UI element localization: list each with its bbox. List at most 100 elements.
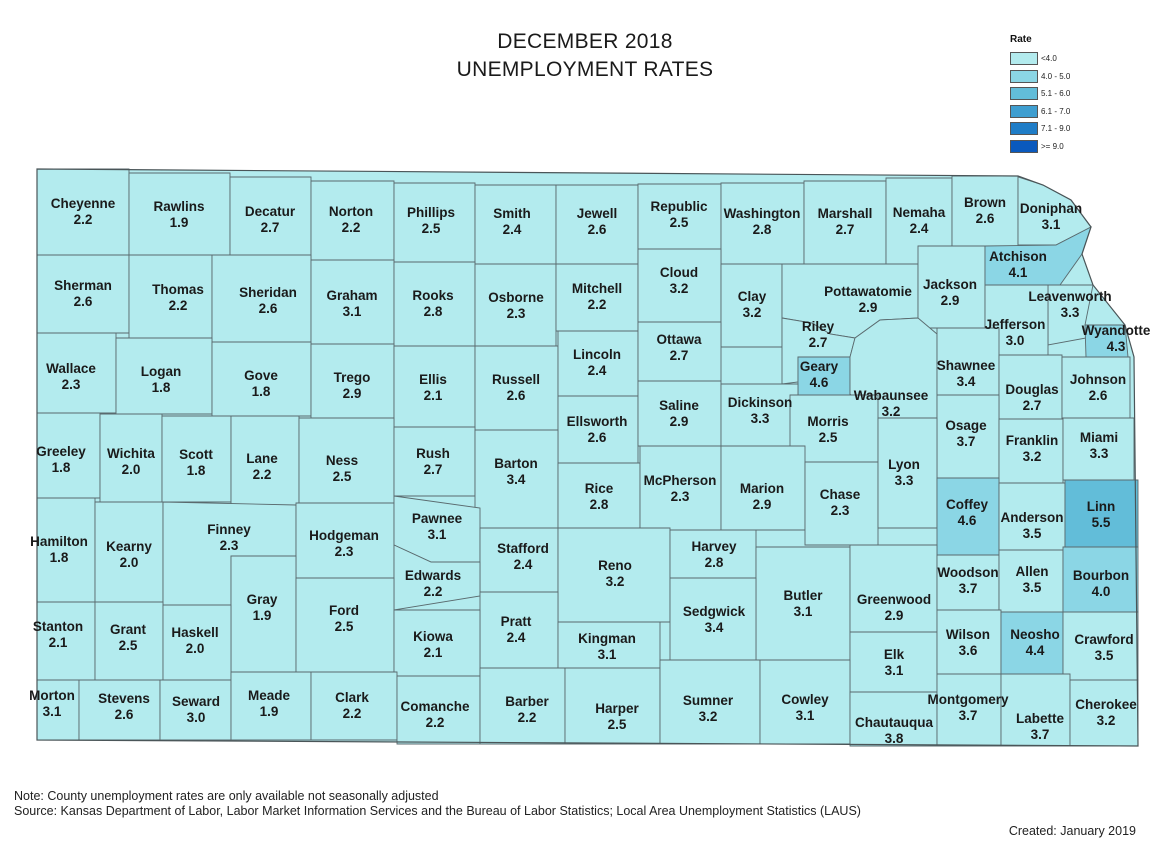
county-rate-label: 3.0 [1006,333,1025,348]
county-name-label: Franklin [1006,433,1059,448]
legend-swatch [1010,69,1038,83]
county-name-label: Scott [179,447,213,462]
county-rate-label: 3.7 [957,434,976,449]
state-border [36,168,1139,747]
legend-label: 5.1 - 6.0 [1041,89,1071,99]
legend-item: >= 9.0 [1010,138,1160,156]
county-name-label: Republic [650,199,707,214]
county-rate-label: 3.2 [743,305,762,320]
county-rate-label: 3.3 [751,411,770,426]
county-name-label: Meade [248,688,291,703]
county-name-label: Marshall [818,206,873,221]
county-name-label: Barton [494,456,538,471]
county-rate-label: 2.2 [343,706,362,721]
county-rate-label: 2.2 [588,297,607,312]
legend-items: <4.0 4.0 - 5.0 5.1 - 6.0 6.1 - 7.0 7.1 - 9.0… [1010,50,1160,155]
county-name-label: Russell [492,372,540,387]
county-rate-label: 2.9 [343,386,362,401]
county-rate-label: 2.3 [335,544,354,559]
county-rate-label: 2.5 [333,469,352,484]
county-rate-label: 2.5 [335,619,354,634]
county-wilson [936,609,1002,675]
county-name-label: Coffey [946,497,988,512]
county-rate-label: 2.0 [120,555,139,570]
county-rate-label: 2.6 [507,388,526,403]
county-rate-label: 3.2 [1023,449,1042,464]
source-line: Source: Kansas Department of Labor, Labo… [14,804,861,818]
county-name-label: Wilson [946,627,990,642]
county-rate-label: 2.9 [859,300,878,315]
county-name-label: Sherman [54,278,112,293]
county-rate-label: 2.2 [424,584,443,599]
legend-item: 4.0 - 5.0 [1010,68,1160,86]
county-name-label: Smith [493,206,531,221]
county-rate-label: 2.1 [49,635,68,650]
legend-swatch [1010,122,1038,136]
county-name-label: Dickinson [728,395,793,410]
county-rate-label: 3.7 [959,708,978,723]
county-rate-label: 3.2 [1097,713,1116,728]
county-name-label: Cherokee [1075,697,1137,712]
county-rate-label: 3.3 [1090,446,1109,461]
county-rate-label: 2.0 [186,641,205,656]
county-rate-label: 2.7 [836,222,855,237]
county-harvey [669,529,757,579]
county-name-label: Thomas [152,282,204,297]
legend-label: 6.1 - 7.0 [1041,106,1071,116]
county-name-label: Wyandotte [1082,323,1151,338]
county-name-label: Crawford [1074,632,1133,647]
legend-item: 7.1 - 9.0 [1010,120,1160,138]
map-title: DECEMBER 2018 UNEMPLOYMENT RATES [390,28,780,84]
county-rate-label: 1.8 [252,384,271,399]
county-name-label: Rice [585,481,614,496]
county-name-label: Stafford [497,541,549,556]
label-layer: Cheyenne2.2Rawlins1.9Decatur2.7Norton2.2… [29,195,1151,746]
county-name-label: Ottawa [656,332,702,347]
county-name-label: Grant [110,622,147,637]
county-name-label: Gray [247,592,278,607]
county-rate-label: 2.6 [588,430,607,445]
county-name-label: Saline [659,398,699,413]
county-rate-label: 2.5 [608,717,627,732]
county-name-label: Washington [724,206,801,221]
county-name-label: Stanton [33,619,83,634]
county-rate-label: 3.1 [1042,217,1061,232]
county-name-label: Barber [505,694,549,709]
county-rate-label: 2.4 [503,222,522,237]
county-rate-label: 1.8 [187,463,206,478]
county-name-label: Pottawatomie [824,284,912,299]
county-name-label: Doniphan [1020,201,1082,216]
county-name-label: Osage [945,418,987,433]
legend-label: <4.0 [1041,54,1057,64]
county-name-label: Cheyenne [51,196,116,211]
county-rate-label: 1.8 [50,550,69,565]
county-rate-label: 3.1 [598,647,617,662]
county-rate-label: 3.2 [699,709,718,724]
note-line: Note: County unemployment rates are only… [14,789,439,803]
legend-label: 4.0 - 5.0 [1041,71,1071,81]
county-name-label: Bourbon [1073,568,1129,583]
county-rate-label: 2.8 [590,497,609,512]
county-rate-label: 3.1 [796,708,815,723]
county-rate-label: 2.6 [976,211,995,226]
county-name-label: Stevens [98,691,150,706]
county-name-label: Labette [1016,711,1065,726]
county-rate-label: 2.2 [426,715,445,730]
county-name-label: Greenwood [857,592,931,607]
county-name-label: Lane [246,451,278,466]
county-rate-label: 2.4 [507,630,526,645]
legend-item: 6.1 - 7.0 [1010,103,1160,121]
county-name-label: Hamilton [30,534,88,549]
county-name-label: Shawnee [937,358,996,373]
county-name-label: Rawlins [153,199,204,214]
county-rate-label: 2.5 [119,638,138,653]
county-rate-label: 3.7 [959,581,978,596]
county-name-label: Sedgwick [683,604,746,619]
county-name-label: Morton [29,688,75,703]
county-name-label: Finney [207,522,251,537]
created-date: Created: January 2019 [1008,824,1136,838]
notes: Note: County unemployment rates are only… [14,789,861,819]
county-name-label: Miami [1080,430,1118,445]
county-rate-label: 4.4 [1026,643,1045,658]
county-name-label: Leavenworth [1028,289,1111,304]
